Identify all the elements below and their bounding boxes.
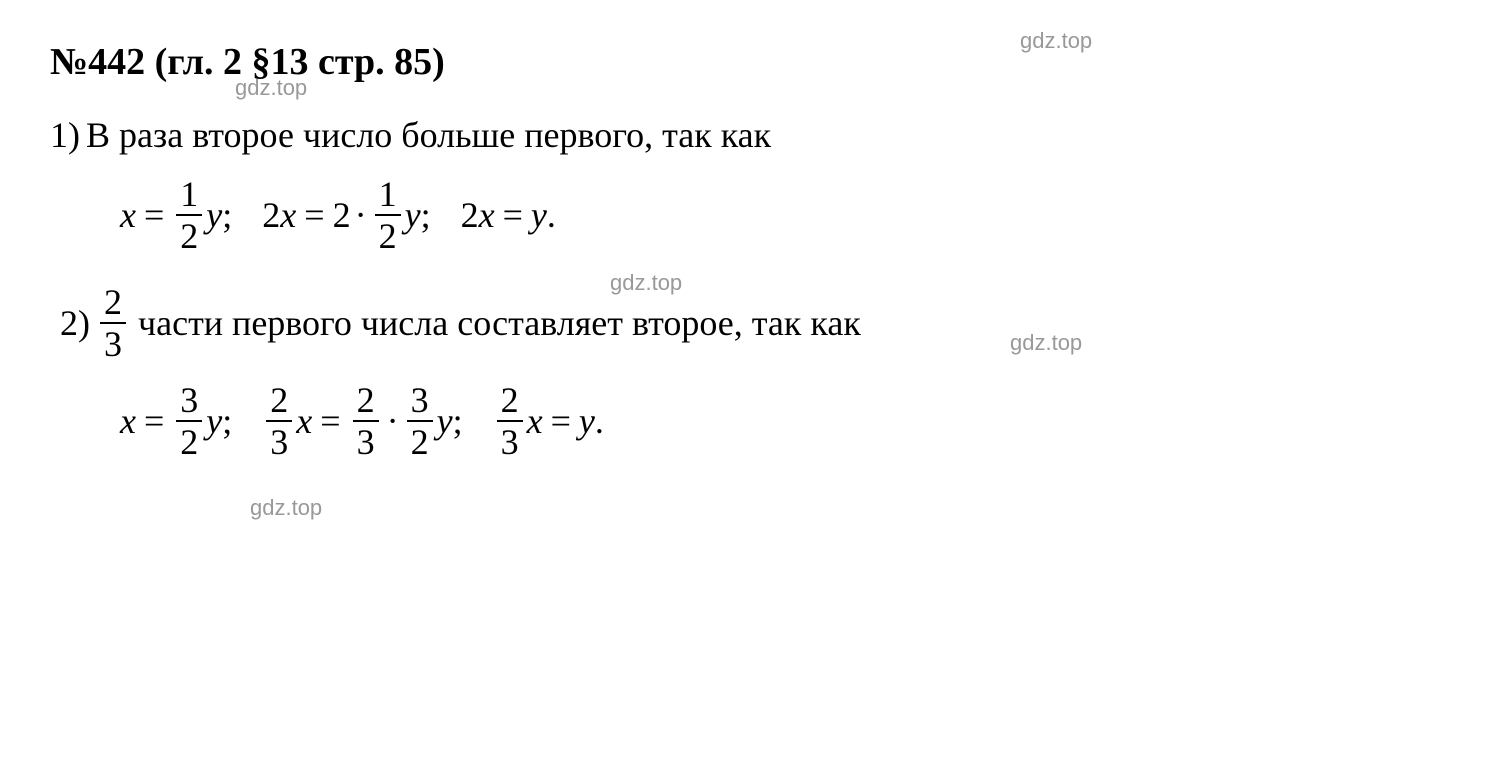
eq2-end: ; [421,194,431,236]
i2eq2-rhs-frac-num: 3 [407,382,433,418]
eq2-rhs-coef: 2 [333,194,351,236]
i2eq2-lhs-frac: 2 3 [266,382,292,460]
i2eq1-frac: 3 2 [176,382,202,460]
eq2-op: = [304,194,324,236]
item1-equations: x = 1 2 y ; 2 x = 2 · 1 2 y ; 2 x = y . [50,176,1437,254]
eq2-lhs-coef: 2 [262,194,280,236]
eq1-rhs-var: y [206,194,222,236]
eq2-rhs-var: y [405,194,421,236]
eq1-frac-num: 1 [176,176,202,212]
i2eq2-lhs-frac-num: 2 [266,382,292,418]
item1-eq3: 2 x = y . [461,194,556,236]
i2eq2-lhs-frac-den: 3 [266,424,292,460]
eq3-op: = [503,194,523,236]
item2-lead-frac-den: 3 [100,326,126,362]
i2eq1-op: = [144,400,164,442]
eq2-frac-den: 2 [375,218,401,254]
item1-text-line: 1) В раза второе число больше первого, т… [50,114,1437,156]
watermark-5: gdz.top [250,495,322,521]
eq2-dot: · [355,194,367,236]
item1-eq1: x = 1 2 y ; [120,176,232,254]
item2-lead-frac: 2 3 [100,284,126,362]
i2eq1-frac-num: 3 [176,382,202,418]
watermark-1: gdz.top [1020,28,1092,54]
i2eq3-lhs-frac: 2 3 [497,382,523,460]
i2eq3-lhs-frac-num: 2 [497,382,523,418]
i2eq2-mid-frac-num: 2 [353,382,379,418]
i2eq3-op: = [551,400,571,442]
i2eq1-rhs-var: y [206,400,222,442]
i2eq2-op: = [320,400,340,442]
item2-equations: x = 3 2 y ; 2 3 x = 2 3 · 3 2 y ; [50,382,1437,460]
watermark-3: gdz.top [610,270,682,296]
i2eq2-lhs-var: x [296,400,312,442]
i2eq2-mid-frac: 2 3 [353,382,379,460]
eq3-lhs-var: x [479,194,495,236]
eq2-lhs-var: x [280,194,296,236]
item2-text: части первого числа составляет второе, т… [138,302,861,344]
item1-text: В раза второе число больше первого, так … [86,114,771,156]
eq1-op: = [144,194,164,236]
item2-eq2: 2 3 x = 2 3 · 3 2 y ; [262,382,462,460]
eq1-lhs-var: x [120,194,136,236]
eq3-lhs-coef: 2 [461,194,479,236]
eq1-end: ; [222,194,232,236]
item2-prefix: 2) [60,302,90,344]
i2eq2-rhs-frac: 3 2 [407,382,433,460]
watermark-4: gdz.top [1010,330,1082,356]
i2eq3-end: . [595,400,604,442]
watermark-2: gdz.top [235,75,307,101]
i2eq1-lhs-var: x [120,400,136,442]
i2eq2-end: ; [453,400,463,442]
i2eq2-rhs-var: y [437,400,453,442]
item2-lead-frac-num: 2 [100,284,126,320]
item2-eq3: 2 3 x = y . [493,382,604,460]
eq1-frac-den: 2 [176,218,202,254]
item1-prefix: 1) [50,114,80,156]
eq3-end: . [547,194,556,236]
item2-eq1: x = 3 2 y ; [120,382,232,460]
i2eq2-rhs-frac-den: 2 [407,424,433,460]
i2eq1-frac-den: 2 [176,424,202,460]
item1-eq2: 2 x = 2 · 1 2 y ; [262,176,430,254]
eq2-frac-num: 1 [375,176,401,212]
eq2-frac: 1 2 [375,176,401,254]
i2eq3-lhs-frac-den: 3 [497,424,523,460]
eq1-frac: 1 2 [176,176,202,254]
eq3-rhs-var: y [531,194,547,236]
i2eq2-dot: · [387,400,399,442]
i2eq1-end: ; [222,400,232,442]
i2eq3-rhs-var: y [579,400,595,442]
item2-text-line: 2) 2 3 части первого числа составляет вт… [50,284,1437,362]
i2eq3-lhs-var: x [527,400,543,442]
i2eq2-mid-frac-den: 3 [353,424,379,460]
